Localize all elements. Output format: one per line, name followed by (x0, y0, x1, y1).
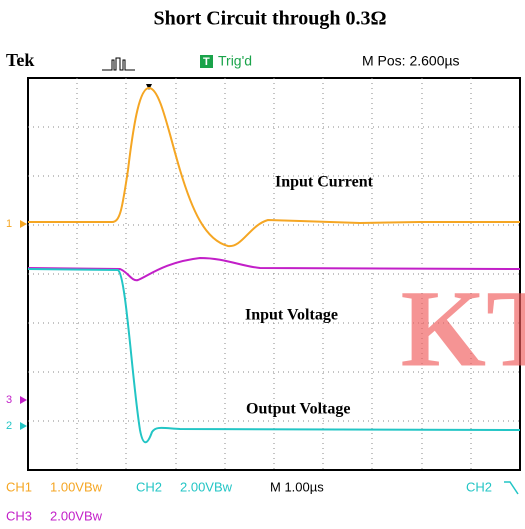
ch2-arrow (20, 422, 27, 430)
ch3-marker: 3 (6, 394, 12, 406)
annotation: Input Voltage (245, 307, 338, 324)
footer-ch3: CH3 (6, 508, 32, 523)
trig-box (200, 55, 213, 68)
ch1-arrow (20, 220, 27, 228)
footer-timebase: M 1.00µs (270, 479, 324, 494)
ch2-trace (27, 268, 521, 444)
title: Short Circuit through 0.3Ω (153, 8, 386, 30)
annotation: Output Voltage (246, 401, 350, 418)
ch3-trace (27, 256, 521, 282)
trigger-slope (504, 481, 519, 495)
footer-ch2-scale: 2.00VBw (180, 479, 233, 494)
footer-ch3-scale: 2.00VBw (50, 508, 103, 523)
ch1-marker: 1 (6, 218, 12, 230)
screen: KT Input Current Input Voltage Output Vo… (27, 77, 525, 471)
ch1-trace (28, 86, 520, 248)
trig-t: T (203, 56, 210, 68)
brand: Tek (6, 50, 34, 70)
watermark: KT (401, 267, 525, 389)
footer-ch1: CH1 (6, 479, 32, 494)
ch2-marker: 2 (6, 420, 12, 432)
footer-trigger-source: CH2 (466, 479, 492, 494)
footer-ch1-scale: 1.00VBw (50, 479, 103, 494)
annotation: Input Current (275, 174, 374, 191)
footer-ch2: CH2 (136, 479, 162, 494)
m-pos: M Pos: 2.600µs (362, 53, 460, 69)
trigger-icon (102, 57, 135, 71)
ch3-arrow (20, 396, 27, 404)
graticule (28, 78, 520, 470)
trigger-status: Trig'd (218, 53, 252, 69)
